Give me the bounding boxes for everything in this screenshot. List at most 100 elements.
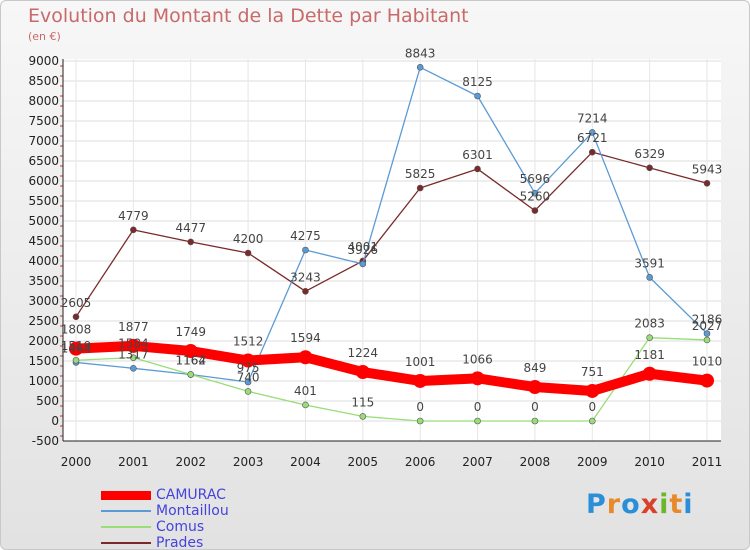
data-point-montaillou [416,63,424,71]
y-tick-label: 2500 [28,314,59,328]
data-label-montaillou: 2186 [692,313,723,327]
chart-title: Evolution du Montant de la Dette par Hab… [28,5,469,27]
data-label-comus: 0 [588,400,596,414]
data-label-prades: 5943 [692,162,723,176]
data-point-camurac [527,380,542,395]
data-point-camurac [700,373,714,388]
data-point-camurac [183,344,198,359]
x-tick-label: 2004 [290,455,321,469]
data-point-comus [130,354,137,361]
data-point-montaillou [588,129,596,136]
y-tick-label: 4000 [28,254,59,268]
data-point-camurac [642,366,657,381]
x-tick-label: 2008 [520,455,551,469]
data-label-prades: 6301 [462,148,493,162]
proxiti-logo: Proxiti [586,489,694,520]
y-tick-label: 3500 [28,274,59,288]
data-point-montaillou [244,378,252,386]
data-point-montaillou [474,92,481,100]
data-point-montaillou [359,260,367,268]
y-tick-label: 5000 [28,214,59,228]
data-label-camurac: 1224 [348,346,379,360]
data-point-prades [646,164,653,172]
y-tick-label: -500 [32,434,59,448]
data-label-montaillou: 1162 [175,354,206,368]
data-label-prades: 4477 [175,221,206,235]
data-label-montaillou: 8843 [405,46,436,60]
data-label-comus: 1164 [175,353,206,367]
data-point-prades [130,226,137,234]
data-label-prades: 5825 [405,167,436,181]
data-point-comus [244,388,252,395]
data-label-montaillou: 5696 [520,172,551,186]
x-tick-label: 2007 [462,455,493,469]
y-tick-label: 2000 [28,334,59,348]
data-point-prades [703,179,711,187]
data-point-prades [187,238,195,246]
y-tick-label: 4500 [28,234,59,248]
data-label-montaillou: 1317 [118,347,149,361]
legend-swatch [101,526,151,528]
data-label-comus: 1519 [61,339,92,353]
data-label-camurac: 1749 [175,325,206,339]
y-tick-label: 8500 [28,74,59,88]
x-tick-label: 2010 [634,455,665,469]
y-tick-label: 6000 [28,174,59,188]
data-label-camurac: 1181 [634,348,665,362]
data-label-montaillou: 3591 [634,256,665,270]
data-label-comus: 0 [416,400,424,414]
data-label-montaillou: 7214 [577,111,608,125]
data-point-comus [703,336,711,344]
data-point-comus [302,401,309,409]
data-point-camurac [585,383,600,398]
data-label-montaillou: 1464 [61,341,92,355]
data-label-montaillou: 4275 [290,229,321,243]
data-point-comus [588,417,596,425]
data-label-comus: 115 [351,395,374,409]
data-point-comus [474,417,481,425]
data-point-camurac [470,371,485,386]
legend-label: CAMURAC [156,487,226,503]
x-tick-label: 2005 [348,455,379,469]
data-label-comus: 0 [474,400,482,414]
data-label-prades: 5260 [520,190,551,204]
series-line-camurac [71,340,712,396]
data-label-camurac: 751 [581,365,604,379]
y-tick-label: 7000 [28,134,59,148]
data-point-camurac [355,365,370,380]
legend-swatch [101,490,151,500]
series-line-montaillou [75,66,708,383]
y-tick-label: 8000 [28,94,59,108]
y-tick-label: 3000 [28,294,59,308]
data-label-prades: 6329 [634,147,665,161]
series-line-comus [75,337,708,422]
y-tick-label: 7500 [28,114,59,128]
x-tick-label: 2002 [175,455,206,469]
x-tick-label: 2003 [233,455,264,469]
data-point-prades [72,313,80,321]
data-label-camurac: 1066 [462,352,493,366]
series-line-prades [75,151,708,318]
data-label-prades: 3243 [290,270,321,284]
data-label-camurac: 1512 [233,335,264,349]
data-label-prades: 4200 [233,232,264,246]
data-point-camurac [298,350,313,365]
data-label-montaillou: 8125 [462,75,493,89]
data-point-comus [72,356,80,364]
data-point-prades [416,184,424,192]
legend-label: Montaillou [156,503,229,519]
data-point-montaillou [531,189,539,197]
data-label-comus: 2027 [692,319,723,333]
data-label-camurac: 1808 [61,323,92,337]
chart-subtitle: (en €) [28,30,61,43]
data-point-montaillou [646,274,653,281]
data-point-prades [474,165,481,173]
data-label-camurac: 1877 [118,320,149,334]
data-point-camurac [126,338,141,353]
data-label-montaillou: 975 [237,361,260,375]
data-point-montaillou [703,330,711,337]
legend-swatch [101,510,151,512]
legend-label: Prades [156,535,204,550]
